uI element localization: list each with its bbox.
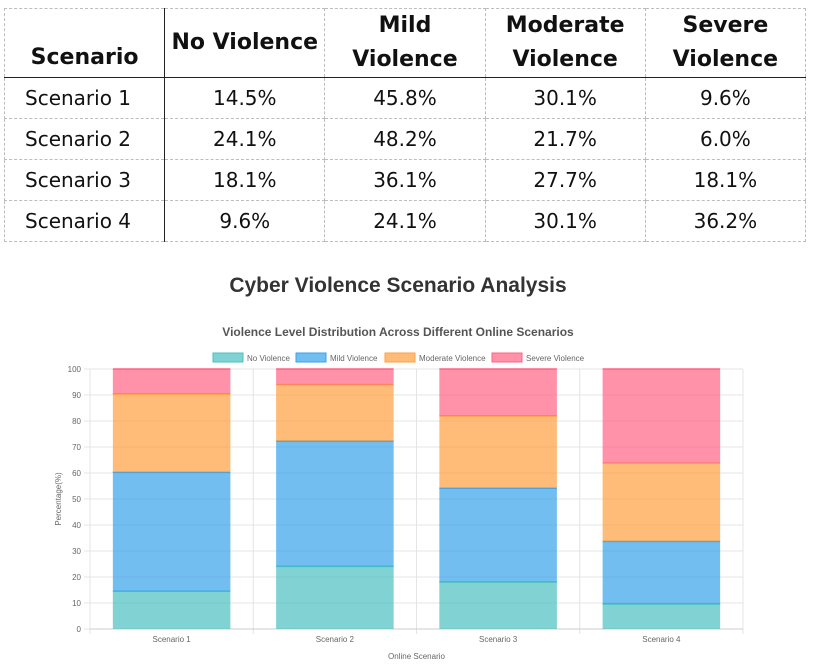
bar-segment bbox=[602, 463, 721, 542]
y-tick-label: 90 bbox=[72, 391, 81, 400]
legend-swatch bbox=[212, 352, 244, 363]
table-cell: 30.1% bbox=[485, 77, 646, 119]
table-header-cell: Scenario bbox=[3, 8, 166, 78]
y-tick-label: 0 bbox=[77, 625, 82, 634]
y-tick-label: 80 bbox=[72, 417, 81, 426]
table-cell: 18.1% bbox=[645, 159, 807, 201]
table-cell: Scenario 2 bbox=[3, 118, 166, 160]
table-header-row: Scenario No Violence Mild Violence Moder… bbox=[3, 8, 807, 78]
legend-label: Severe Violence bbox=[526, 354, 585, 363]
data-table: Scenario No Violence Mild Violence Moder… bbox=[3, 8, 807, 242]
bar-segment bbox=[439, 488, 557, 582]
table-cell: 24.1% bbox=[164, 118, 326, 160]
table-cell: 36.2% bbox=[645, 200, 807, 242]
bar-segment bbox=[602, 541, 721, 605]
bar-segment bbox=[439, 416, 557, 489]
bar-segment bbox=[439, 581, 557, 629]
table-cell: 9.6% bbox=[164, 200, 326, 242]
legend-swatch bbox=[384, 352, 416, 363]
x-tick-label: Scenario 1 bbox=[153, 635, 192, 644]
bar-segment bbox=[276, 566, 394, 629]
table-header-cell: No Violence bbox=[164, 8, 326, 78]
table-cell: 45.8% bbox=[324, 77, 486, 119]
table-cell: Scenario 4 bbox=[3, 200, 166, 242]
table-cell: 14.5% bbox=[164, 77, 326, 119]
y-tick-label: 40 bbox=[72, 521, 81, 530]
table-header-cell: Mild Violence bbox=[324, 8, 486, 78]
x-tick-label: Scenario 2 bbox=[316, 635, 355, 644]
bar-segment bbox=[602, 369, 721, 464]
bar-segment bbox=[602, 604, 721, 629]
bar-segment bbox=[439, 369, 557, 417]
y-tick-label: 70 bbox=[72, 443, 81, 452]
y-tick-label: 100 bbox=[68, 365, 82, 374]
bar-segment bbox=[276, 441, 394, 567]
bar-segment bbox=[112, 369, 231, 394]
y-tick-label: 20 bbox=[72, 573, 81, 582]
x-axis-title: Online Scenario bbox=[388, 652, 445, 661]
bar-segment bbox=[112, 393, 231, 473]
y-tick-label: 10 bbox=[72, 599, 81, 608]
table-row: Scenario 1 14.5% 45.8% 30.1% 9.6% bbox=[3, 77, 807, 119]
y-tick-label: 50 bbox=[72, 495, 81, 504]
y-tick-label: 30 bbox=[72, 547, 81, 556]
table-row: Scenario 4 9.6% 24.1% 30.1% 36.2% bbox=[3, 200, 807, 242]
table-cell: 24.1% bbox=[324, 200, 486, 242]
table-header-cell: Severe Violence bbox=[645, 8, 807, 78]
table-header-cell: Moderate Violence bbox=[485, 8, 646, 78]
table-cell: 6.0% bbox=[645, 118, 807, 160]
page-title: Cyber Violence Scenario Analysis bbox=[229, 274, 566, 297]
bar-segment bbox=[276, 369, 394, 385]
x-tick-label: Scenario 4 bbox=[642, 635, 681, 644]
y-tick-label: 60 bbox=[72, 469, 81, 478]
bar-segment bbox=[112, 591, 231, 629]
table-cell: 18.1% bbox=[164, 159, 326, 201]
legend-label: No Violence bbox=[247, 354, 291, 363]
table-cell: 9.6% bbox=[645, 77, 807, 119]
table-cell: Scenario 1 bbox=[3, 77, 166, 119]
legend-label: Moderate Violence bbox=[419, 354, 486, 363]
y-axis-title: Percentage(%) bbox=[54, 472, 63, 526]
bar-segment bbox=[276, 384, 394, 442]
table-cell: 27.7% bbox=[485, 159, 646, 201]
x-tick-label: Scenario 3 bbox=[479, 635, 518, 644]
table-cell: 36.1% bbox=[324, 159, 486, 201]
table-row: Scenario 2 24.1% 48.2% 21.7% 6.0% bbox=[3, 118, 807, 160]
table-cell: 48.2% bbox=[324, 118, 486, 160]
bar-segment bbox=[112, 472, 231, 592]
chart-title: Violence Level Distribution Across Diffe… bbox=[222, 325, 574, 339]
legend-swatch bbox=[295, 352, 327, 363]
legend-label: Mild Violence bbox=[330, 354, 378, 363]
table-row: Scenario 3 18.1% 36.1% 27.7% 18.1% bbox=[3, 159, 807, 201]
table-cell: 30.1% bbox=[485, 200, 646, 242]
table-cell: Scenario 3 bbox=[3, 159, 166, 201]
legend-swatch bbox=[491, 352, 523, 363]
table-cell: 21.7% bbox=[485, 118, 646, 160]
